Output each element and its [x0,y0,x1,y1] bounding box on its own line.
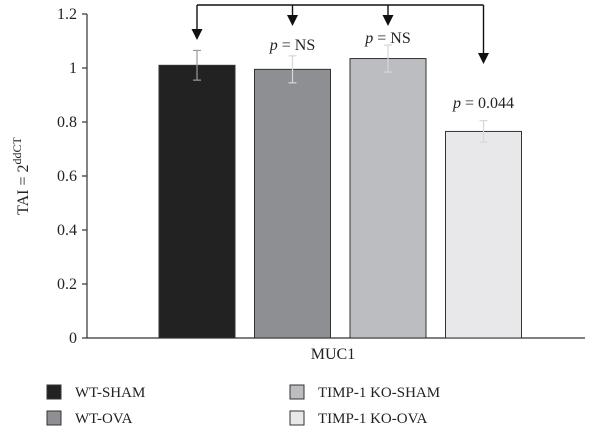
bar-timp-1-ko-ova [445,130,522,339]
arrow-head-icon [478,53,489,64]
p-value-label: p = NS [364,30,410,47]
y-tick-label: 1.2 [57,6,77,23]
y-tick-label: 0.8 [57,114,77,131]
comparison-brackets [191,4,489,64]
y-tick-label: 0.4 [57,222,77,239]
legend-label: WT-OVA [75,411,133,427]
y-tick-label: 0.6 [57,168,77,185]
p-value-label: p = 0.044 [452,95,514,112]
legend-swatch [289,410,305,426]
bar-wt-ova [254,68,331,339]
y-tick-label: 1 [69,60,77,77]
bars [158,58,522,339]
y-axis-label: TAI = 2ddCT [10,136,32,214]
significance-labels: p = NS p = NS p = 0.044 [269,30,514,112]
bar-timp-1-ko-sham [349,58,427,339]
legend-label: WT-SHAM [75,385,145,401]
p-value-label: p = NS [269,37,315,54]
y-tick-label: 0.2 [57,276,77,293]
arrow-head-icon [287,15,298,26]
legend-label: TIMP-1 KO-SHAM [318,385,440,401]
x-category-label: MUC1 [311,346,355,363]
legend-swatch [46,384,62,400]
legend-label: TIMP-1 KO-OVA [318,411,427,427]
arrow-head-icon [191,29,203,40]
y-tick-label: 0 [69,330,77,347]
legend: WT-SHAM WT-OVA TIMP-1 KO-SHAM TIMP-1 KO-OVA [46,384,440,427]
legend-swatch [289,384,305,400]
arrow-head-icon [382,15,394,26]
error-bars [193,44,488,143]
legend-swatch [46,410,62,426]
bar-wt-sham [158,64,236,339]
